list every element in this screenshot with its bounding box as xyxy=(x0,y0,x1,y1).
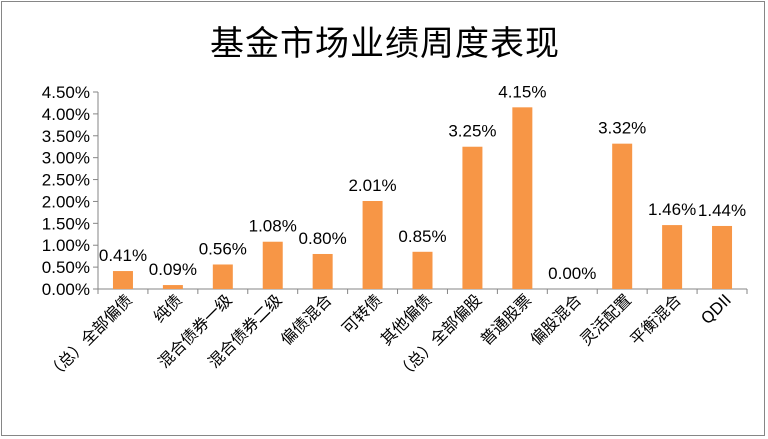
bar xyxy=(312,253,333,289)
category-label: （总）全部偏股 xyxy=(393,290,486,383)
y-tick-label: 4.00% xyxy=(42,105,90,124)
data-label: 3.32% xyxy=(598,119,646,138)
data-label: 0.00% xyxy=(548,264,596,283)
data-label: 0.41% xyxy=(99,246,147,265)
bar xyxy=(362,201,383,289)
y-tick-label: 1.50% xyxy=(42,214,90,233)
category-label: 偏股混合 xyxy=(526,290,585,349)
category-label: 纯债 xyxy=(150,290,186,326)
y-tick-label: 0.50% xyxy=(42,258,90,277)
y-tick-label: 2.00% xyxy=(42,192,90,211)
bar xyxy=(112,271,133,289)
bar xyxy=(712,225,733,289)
bar xyxy=(262,241,283,289)
bar xyxy=(162,285,183,289)
y-tick-label: 3.00% xyxy=(42,149,90,168)
category-label: 平衡混合 xyxy=(626,290,685,349)
bar xyxy=(412,251,433,289)
data-label: 0.09% xyxy=(149,260,197,279)
category-label: 可转债 xyxy=(338,290,385,337)
bar xyxy=(662,225,683,289)
y-tick-label: 1.00% xyxy=(42,236,90,255)
category-label: （总）全部偏债 xyxy=(43,290,136,383)
data-label: 4.15% xyxy=(498,82,546,101)
category-label: 偏债混合 xyxy=(277,290,336,349)
data-label: 0.56% xyxy=(199,239,247,258)
data-label: 1.44% xyxy=(698,201,746,220)
bar xyxy=(612,143,633,289)
y-tick-label: 3.50% xyxy=(42,127,90,146)
data-label: 2.01% xyxy=(348,176,396,195)
category-label: 普通股票 xyxy=(476,290,535,349)
y-tick-label: 2.50% xyxy=(42,171,90,190)
data-label: 1.08% xyxy=(249,217,297,236)
data-label: 0.85% xyxy=(398,227,446,246)
y-tick-label: 4.50% xyxy=(42,83,90,102)
data-label: 0.80% xyxy=(299,229,347,248)
chart-title: 基金市场业绩周度表现 xyxy=(210,24,560,64)
data-label: 3.25% xyxy=(448,122,496,141)
category-label: 灵活配置 xyxy=(576,290,635,349)
bar xyxy=(462,146,483,289)
data-label: 1.46% xyxy=(648,200,696,219)
y-tick-label: 0.00% xyxy=(42,280,90,299)
bar xyxy=(212,264,233,289)
category-label: QDII xyxy=(697,290,735,328)
bar xyxy=(512,107,533,289)
